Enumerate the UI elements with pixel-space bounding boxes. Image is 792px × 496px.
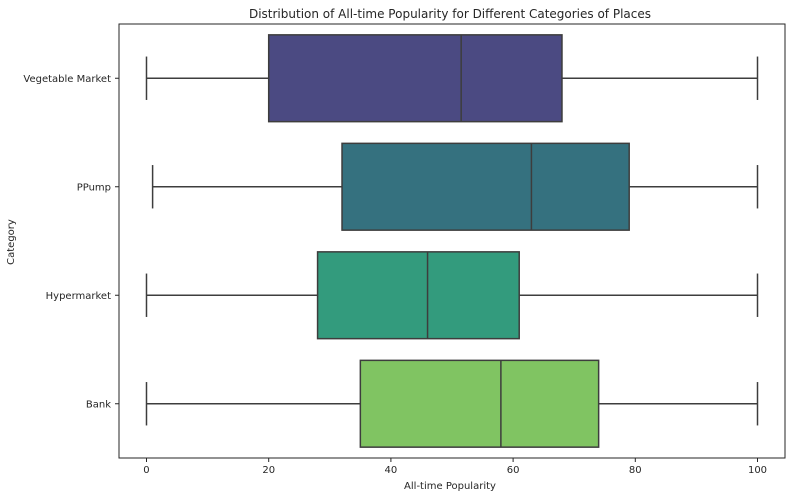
- y-axis-ticks: Vegetable Market PPump Hypermarket Bank: [23, 74, 119, 410]
- box-group-0: [145, 34, 759, 123]
- plot-area: [145, 34, 759, 448]
- iqr-box: [341, 142, 630, 231]
- x-tick-label: 80: [629, 465, 642, 476]
- x-tick-label: 60: [507, 465, 520, 476]
- chart-title: Distribution of All-time Popularity for …: [249, 7, 651, 21]
- box-group-1: [151, 142, 759, 231]
- x-tick-label: 20: [262, 465, 275, 476]
- y-axis-label: Category: [6, 219, 17, 265]
- y-tick-label: Bank: [86, 399, 111, 410]
- x-tick-label: 100: [748, 465, 767, 476]
- y-tick-label: PPump: [77, 182, 111, 193]
- box-group-3: [145, 359, 759, 448]
- x-tick-label: 0: [143, 465, 149, 476]
- plot-frame: [118, 23, 786, 459]
- x-axis-ticks: 0 20 40 60 80 100: [143, 458, 767, 476]
- iqr-box: [267, 34, 563, 123]
- iqr-box: [359, 359, 600, 448]
- x-tick-label: 40: [385, 465, 398, 476]
- x-axis-label: All-time Popularity: [404, 481, 496, 492]
- box-group-2: [145, 251, 759, 340]
- y-tick-label: Hypermarket: [46, 291, 111, 302]
- y-tick-label: Vegetable Market: [23, 74, 111, 85]
- iqr-box: [316, 251, 520, 340]
